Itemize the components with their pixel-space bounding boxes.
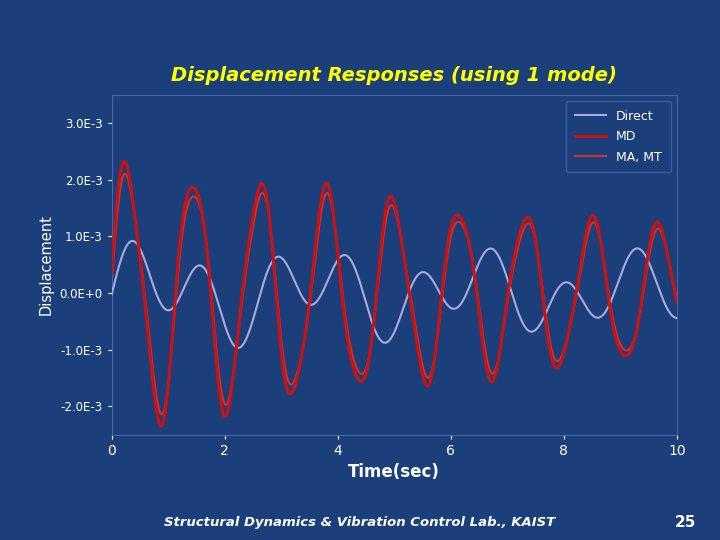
MD — [672, 299, 681, 306]
Text: 25: 25 — [675, 515, 696, 530]
MD — [601, 270, 610, 276]
Direct — [107, 292, 116, 298]
MA, MT — [172, 288, 181, 295]
Direct — [234, 345, 243, 351]
Text: Structural Dynamics & Vibration Control Lab., KAIST: Structural Dynamics & Vibration Control … — [164, 516, 556, 529]
MD — [206, 281, 215, 287]
Direct — [128, 238, 137, 244]
MD — [172, 279, 181, 286]
MD — [662, 244, 670, 251]
Direct — [662, 303, 670, 309]
Direct — [325, 275, 333, 281]
Direct — [672, 315, 681, 321]
Legend: Direct, MD, MA, MT: Direct, MD, MA, MT — [566, 101, 670, 172]
Line: MD: MD — [112, 161, 677, 426]
MD — [349, 364, 358, 370]
Line: Direct: Direct — [112, 241, 677, 348]
MD — [120, 158, 129, 165]
MD — [107, 270, 116, 276]
X-axis label: Time(sec): Time(sec) — [348, 463, 440, 481]
MA, MT — [601, 267, 610, 273]
MA, MT — [662, 245, 670, 252]
MA, MT — [206, 274, 215, 281]
Direct — [349, 261, 358, 267]
MA, MT — [107, 281, 116, 288]
MA, MT — [672, 295, 681, 301]
Title: Displacement Responses (using 1 mode): Displacement Responses (using 1 mode) — [171, 66, 617, 85]
Direct — [205, 275, 214, 281]
MA, MT — [121, 171, 130, 177]
MA, MT — [325, 192, 333, 198]
Y-axis label: Displacement: Displacement — [39, 214, 54, 315]
MD — [325, 184, 333, 190]
MA, MT — [349, 355, 358, 361]
Direct — [172, 300, 181, 307]
MD — [157, 423, 166, 429]
Line: MA, MT: MA, MT — [112, 174, 677, 414]
MA, MT — [158, 411, 166, 417]
Direct — [601, 309, 610, 315]
